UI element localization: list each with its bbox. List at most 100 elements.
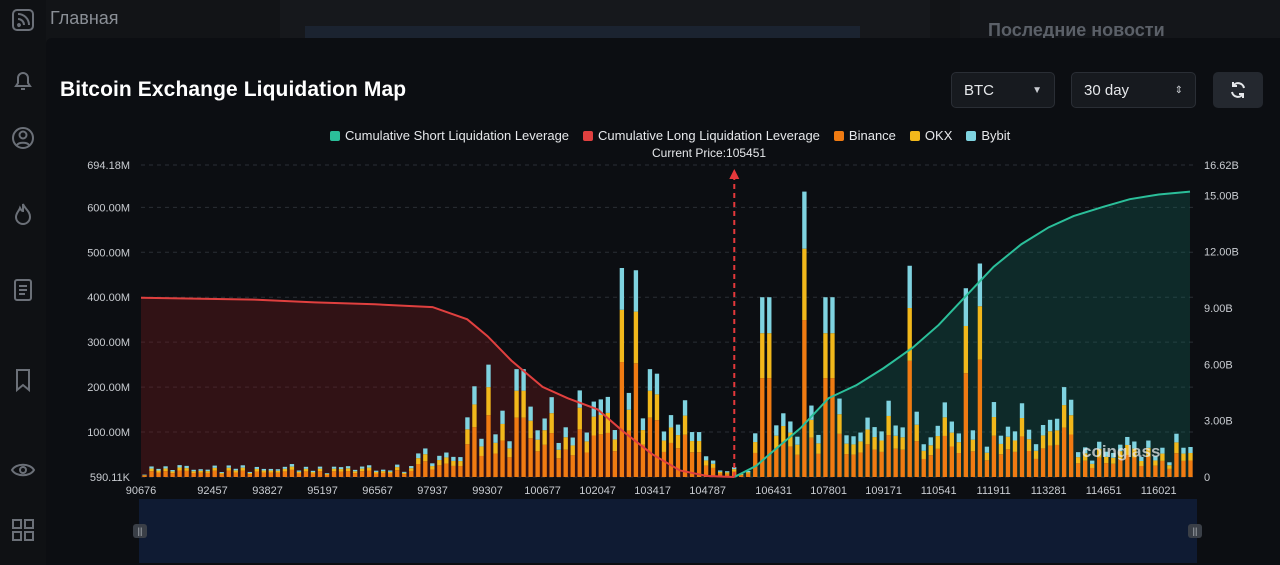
- bar-okx: [661, 440, 667, 452]
- bar-bybit: [921, 444, 926, 451]
- bar-okx: [352, 471, 358, 474]
- bar-binance: [654, 420, 660, 477]
- chevron-down-icon: ▼: [1032, 84, 1042, 96]
- document-icon[interactable]: [9, 276, 37, 304]
- bar-bybit: [949, 421, 954, 433]
- legend-item-binance[interactable]: Binance: [833, 128, 896, 143]
- x-tick-label: 93827: [252, 485, 283, 497]
- bar-bybit: [219, 472, 224, 474]
- bar-bybit: [963, 288, 969, 326]
- bar-binance: [935, 448, 940, 477]
- fire-icon[interactable]: [9, 200, 37, 228]
- bar-binance: [563, 449, 568, 477]
- bar-binance: [872, 449, 877, 477]
- bar-bybit: [191, 469, 196, 472]
- x-tick-label: 103417: [634, 485, 671, 497]
- bar-binance: [549, 433, 554, 477]
- zoom-handle-right[interactable]: ||: [1188, 524, 1202, 538]
- bar-bybit: [156, 468, 161, 471]
- x-tick-label: 109171: [865, 485, 902, 497]
- bar-okx: [1005, 436, 1011, 450]
- bar-binance: [1160, 460, 1165, 477]
- x-tick-label: 106431: [755, 485, 792, 497]
- bar-okx: [486, 387, 491, 416]
- x-tick-label: 107801: [810, 485, 847, 497]
- bar-okx: [739, 474, 744, 476]
- bar-okx: [493, 442, 498, 454]
- bar-okx: [795, 444, 800, 455]
- bar-bybit: [907, 265, 912, 309]
- bar-okx: [254, 468, 260, 472]
- bar-bybit: [795, 436, 800, 445]
- bar-bybit: [142, 474, 147, 476]
- bar-okx: [458, 461, 463, 467]
- user-icon[interactable]: [9, 124, 37, 152]
- bar-bybit: [591, 401, 596, 417]
- bar-binance: [900, 449, 905, 477]
- bar-bybit: [802, 191, 807, 249]
- bar-binance: [1111, 463, 1116, 477]
- bookmark-icon[interactable]: [9, 366, 37, 394]
- bar-okx: [289, 466, 295, 470]
- bar-bybit: [465, 417, 470, 430]
- y-right-tick-label: 15.00B: [1204, 190, 1239, 202]
- bar-bybit: [1068, 399, 1074, 416]
- range-select[interactable]: 30 day ⇕: [1071, 72, 1196, 108]
- refresh-icon: [1231, 82, 1245, 98]
- bar-binance: [668, 442, 674, 477]
- bar-binance: [338, 471, 344, 477]
- legend-label-okx: OKX: [924, 128, 953, 143]
- liquidation-chart[interactable]: 694.18M 600.00M 500.00M 400.00M 300.00M 200.0…: [46, 38, 1280, 565]
- bar-okx: [324, 473, 330, 475]
- coin-select[interactable]: BTC ▼: [951, 72, 1055, 108]
- legend-label-binance: Binance: [848, 128, 896, 143]
- bar-bybit: [163, 466, 168, 469]
- bar-okx: [247, 472, 252, 475]
- bar-binance: [682, 434, 688, 477]
- bar-binance: [1125, 454, 1130, 477]
- bar-okx: [949, 432, 954, 447]
- bar-binance: [507, 457, 512, 477]
- legend-item-long[interactable]: Cumulative Long Liquidation Leverage: [583, 128, 820, 143]
- bar-bybit: [1054, 418, 1060, 431]
- bar-bybit: [317, 466, 323, 469]
- legend-item-short[interactable]: Cumulative Short Liquidation Leverage: [330, 128, 569, 143]
- legend-item-bybit[interactable]: Bybit: [966, 128, 1010, 143]
- bar-okx: [816, 443, 821, 454]
- bar-binance: [696, 452, 702, 477]
- nav-home-label[interactable]: Главная: [50, 8, 119, 28]
- bar-bybit: [556, 442, 561, 450]
- bar-bybit: [886, 400, 891, 416]
- bar-binance: [528, 438, 533, 477]
- bar-bybit: [388, 470, 393, 472]
- bar-okx: [1153, 460, 1158, 466]
- zoom-slider-track[interactable]: [139, 499, 1197, 563]
- x-tick-label: 104787: [689, 485, 726, 497]
- bar-okx: [767, 333, 772, 379]
- current-price-label: Current Price:105451: [652, 146, 767, 160]
- bar-bybit: [458, 457, 463, 462]
- bar-okx: [1181, 453, 1186, 461]
- bar-bybit: [331, 466, 337, 469]
- eye-icon[interactable]: [9, 456, 37, 484]
- bar-bybit: [345, 466, 351, 469]
- bar-okx: [654, 394, 660, 421]
- feed-icon[interactable]: [9, 6, 37, 34]
- bar-binance: [359, 471, 365, 477]
- bar-okx: [809, 419, 814, 438]
- chart-title: Bitcoin Exchange Liquidation Map: [60, 78, 407, 101]
- bar-binance: [570, 455, 575, 477]
- bar-bybit: [416, 453, 421, 459]
- zoom-handle-left[interactable]: ||: [133, 524, 147, 538]
- bar-okx: [1174, 442, 1179, 454]
- grid-icon[interactable]: [9, 516, 37, 544]
- bar-bybit: [310, 470, 316, 473]
- bell-icon[interactable]: [9, 66, 37, 94]
- bar-bybit: [774, 425, 779, 436]
- x-tick-label: 95197: [307, 485, 338, 497]
- refresh-button[interactable]: [1213, 72, 1263, 108]
- bar-bybit: [879, 431, 884, 441]
- bar-bybit: [928, 437, 933, 446]
- bar-bybit: [577, 390, 582, 408]
- legend-item-okx[interactable]: OKX: [909, 128, 953, 143]
